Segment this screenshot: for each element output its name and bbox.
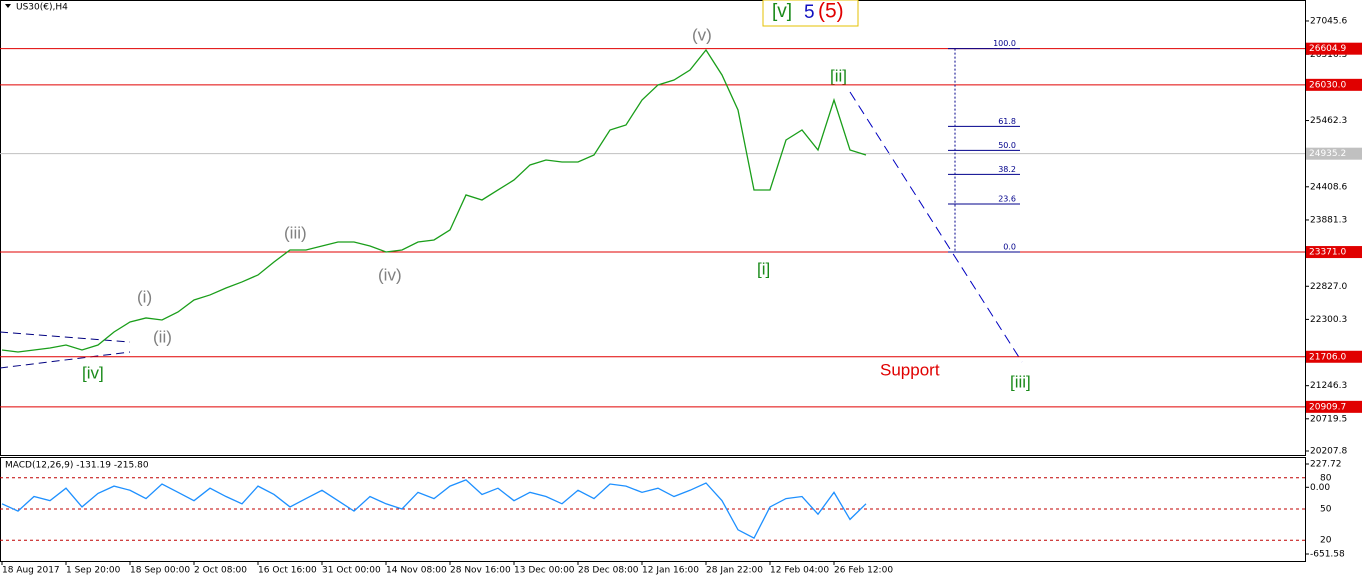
annotation: [v] (772, 1, 792, 22)
annotation: (v) (692, 25, 712, 44)
y-tick-label: 25462.3 (1310, 116, 1347, 126)
level-tag (1306, 42, 1362, 55)
x-tick-label: 28 Dec 08:00 (578, 566, 639, 576)
annotation: (5) (818, 0, 844, 23)
fib-label: 23.6 (998, 195, 1016, 204)
level-label: 24935.2 (1309, 149, 1346, 159)
y-tick-label: 22300.3 (1310, 315, 1347, 325)
main-frame (0, 0, 1306, 456)
x-tick-label: 18 Aug 2017 (2, 566, 60, 576)
menu-arrow (5, 4, 11, 8)
macd-frame (0, 457, 1306, 562)
x-tick-label: 12 Feb 04:00 (770, 566, 829, 576)
chart-header: US30(€),H4 (16, 3, 68, 13)
y-tick-label: 26516.3 (1310, 50, 1347, 60)
wave-box (762, 0, 859, 27)
osc-line (1, 479, 867, 539)
x-tick-label: 1 Sep 20:00 (66, 566, 121, 576)
macd-tick-label: 0.00 (1310, 483, 1330, 493)
x-tick-label: 14 Nov 08:00 (386, 566, 447, 576)
annotation: (ii) (153, 327, 172, 346)
fib-label: 100.0 (993, 39, 1016, 48)
level-label: 26030.0 (1309, 80, 1346, 90)
x-tick-label: 16 Oct 16:00 (258, 566, 317, 576)
x-tick-label: 31 Oct 00:00 (322, 566, 381, 576)
x-tick-label: 2 Oct 08:00 (194, 566, 247, 576)
annotation: Support (880, 360, 940, 379)
level-label: 20909.7 (1309, 402, 1346, 412)
osc-level-label: 50 (1320, 505, 1332, 515)
fib-label: 61.8 (998, 117, 1016, 126)
annotation: (iv) (378, 265, 402, 284)
y-tick-label: 22827.0 (1310, 282, 1347, 292)
macd-tick-label: -651.58 (1310, 549, 1345, 559)
osc-level-label: 80 (1320, 473, 1332, 483)
triangle-line (0, 351, 131, 369)
fib-label: 50.0 (998, 141, 1016, 150)
y-tick-label: 20207.8 (1310, 446, 1347, 456)
level-tag (1306, 400, 1362, 413)
x-tick-label: 12 Jan 16:00 (642, 566, 699, 576)
triangle-line (0, 331, 131, 343)
price-line (1, 48, 867, 353)
annotation: [ii] (830, 66, 847, 85)
level-label: 21706.0 (1309, 352, 1346, 362)
x-tick-label: 26 Feb 12:00 (834, 566, 893, 576)
annotation: [iii] (1010, 372, 1031, 391)
annotation: [iv] (82, 363, 104, 382)
level-tag (1306, 147, 1362, 160)
level-label: 26604.9 (1309, 44, 1346, 54)
y-tick-label: 23881.3 (1310, 215, 1347, 225)
level-tag (1306, 78, 1362, 91)
annotation: 5 (804, 2, 815, 23)
x-tick-label: 28 Jan 22:00 (706, 566, 763, 576)
macd-tick-label: 227.72 (1310, 459, 1342, 469)
level-label: 23371.0 (1309, 248, 1346, 258)
y-tick-label: 20719.5 (1310, 414, 1347, 424)
y-tick-label: 24408.6 (1310, 182, 1347, 192)
macd-title: MACD(12,26,9) -131.19 -215.80 (5, 461, 149, 471)
level-tag (1306, 350, 1362, 363)
y-tick-label: 21246.3 (1310, 381, 1347, 391)
level-tag (1306, 246, 1362, 259)
osc-level-label: 20 (1320, 536, 1332, 546)
y-tick-label: 27045.6 (1310, 16, 1347, 26)
x-tick-label: 13 Dec 00:00 (514, 566, 575, 576)
x-tick-label: 18 Sep 00:00 (130, 566, 190, 576)
x-tick-label: 28 Nov 16:00 (450, 566, 511, 576)
annotation: (iii) (284, 223, 307, 242)
fib-label: 0.0 (1003, 243, 1016, 252)
projection-line (849, 91, 1023, 363)
annotation: [i] (757, 259, 770, 278)
fib-label: 38.2 (998, 165, 1016, 174)
annotation: (i) (137, 287, 152, 306)
